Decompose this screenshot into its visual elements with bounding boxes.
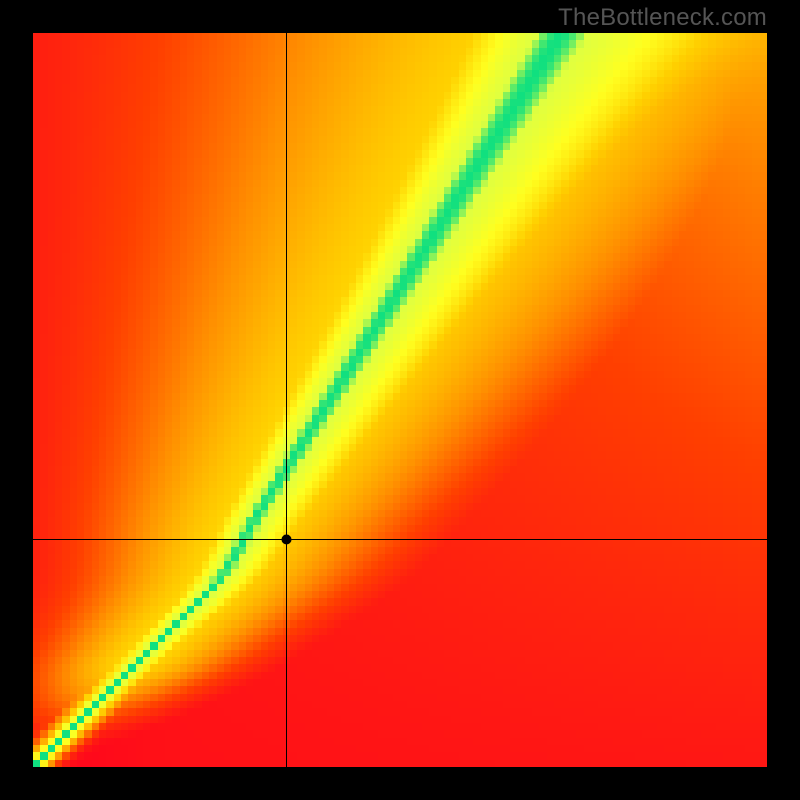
watermark-text: TheBottleneck.com <box>558 4 767 32</box>
bottleneck-heatmap <box>33 33 767 767</box>
chart-container: TheBottleneck.com <box>0 0 800 800</box>
